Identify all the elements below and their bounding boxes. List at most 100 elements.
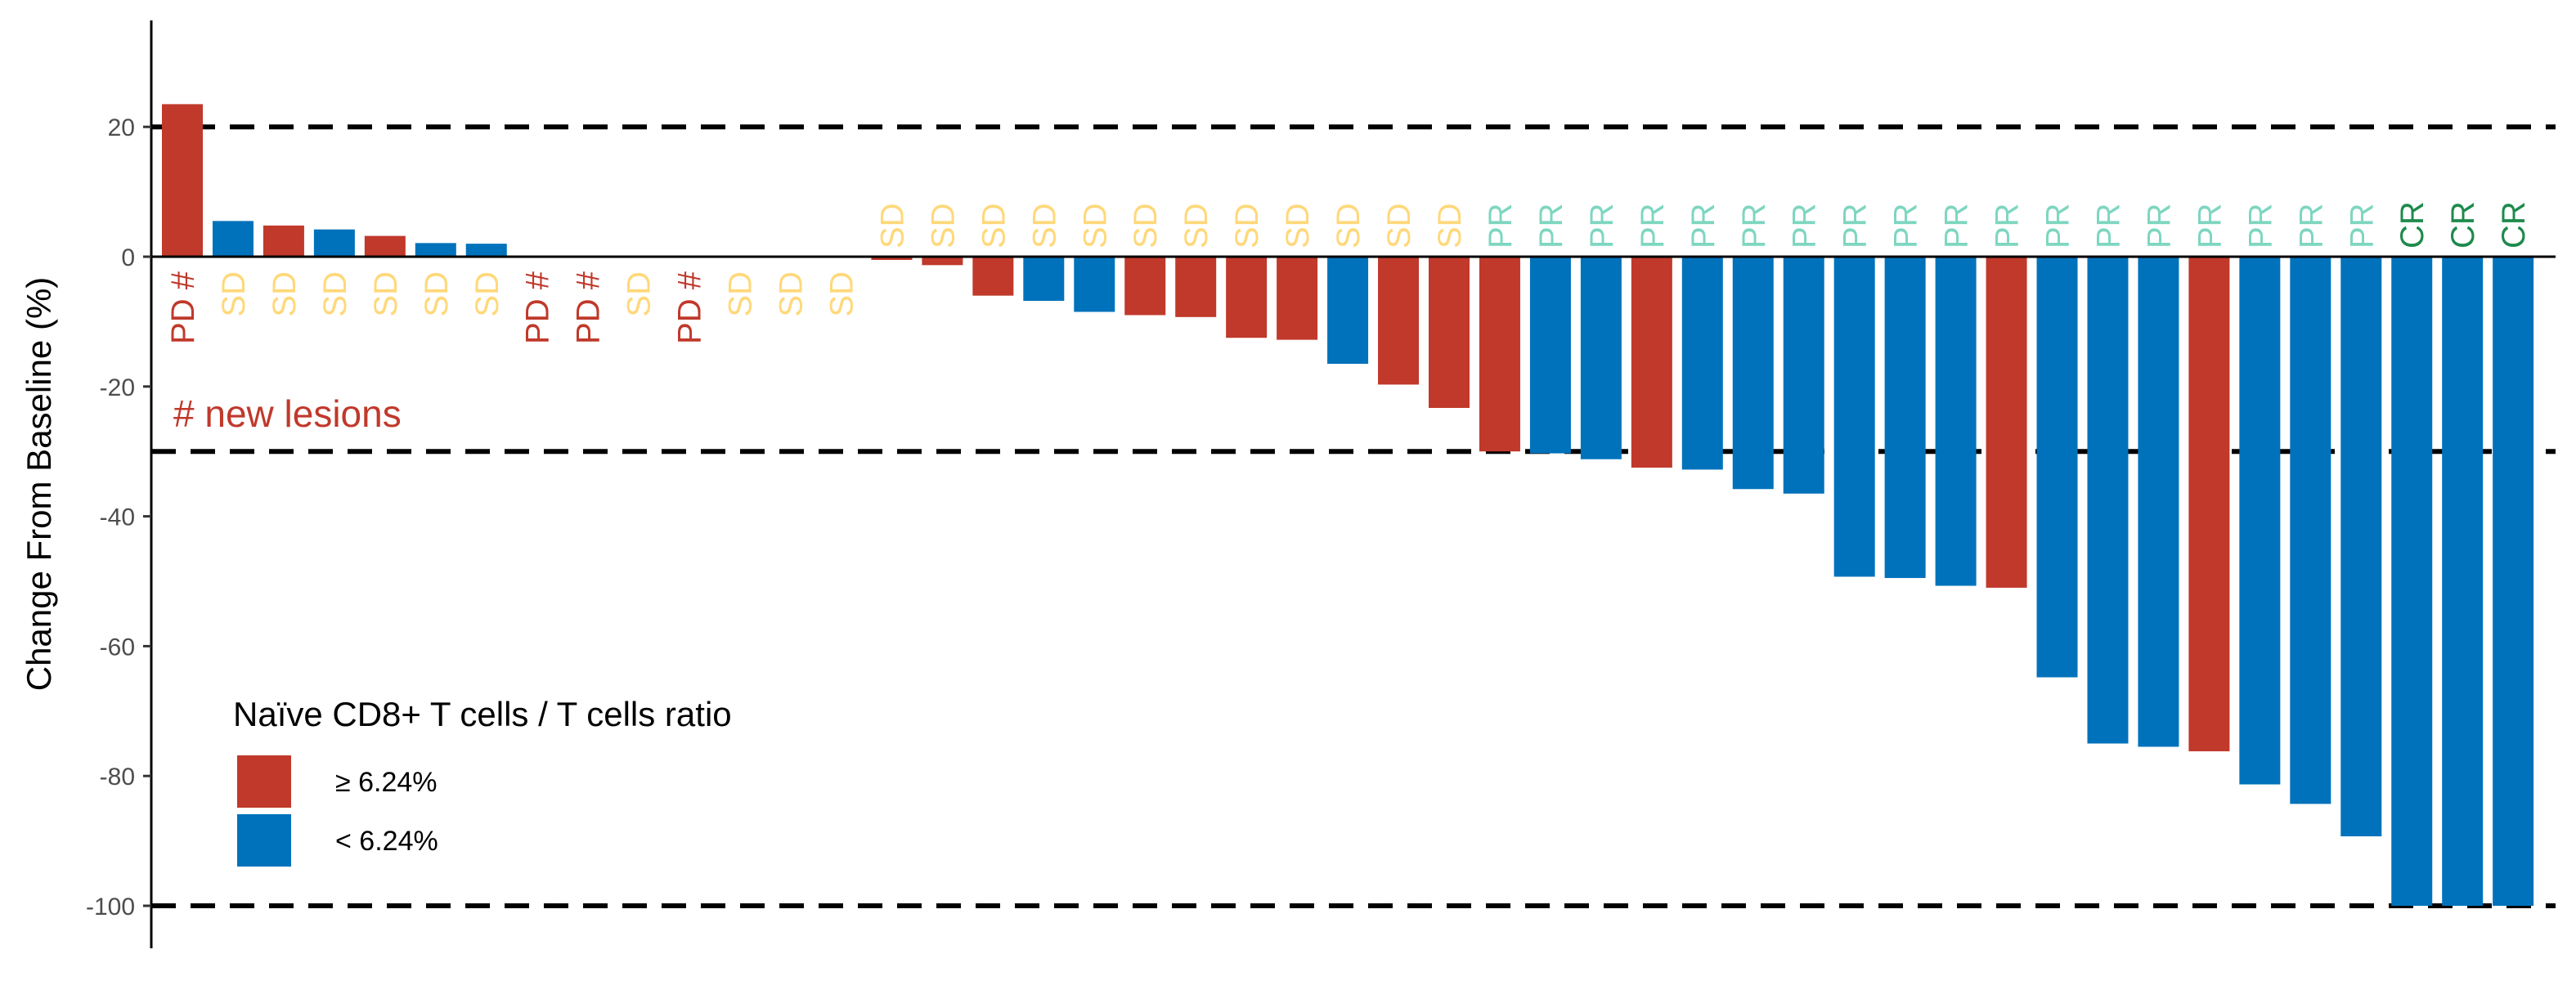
bar — [415, 243, 456, 257]
response-label: SD — [723, 271, 759, 317]
y-axis: 20 0 -20 -40 -60 -80 -100 — [86, 20, 2556, 948]
bars — [162, 104, 2534, 906]
y-tick-label: 0 — [121, 244, 135, 271]
response-label: SD — [216, 271, 252, 317]
response-label: SD — [925, 203, 961, 249]
bar — [1175, 257, 1217, 317]
bar — [1074, 257, 1115, 312]
new-lesions-annotation: # new lesions — [173, 392, 402, 435]
bar — [1277, 257, 1318, 340]
bar — [1378, 257, 1420, 385]
bar — [1732, 257, 1774, 490]
bar — [1935, 257, 1977, 586]
y-tick-label: -40 — [100, 504, 135, 531]
bar — [1327, 257, 1369, 365]
response-label: CR — [2445, 201, 2481, 249]
response-label: PR — [1939, 203, 1975, 249]
bar — [1783, 257, 1824, 494]
bar — [1986, 257, 2027, 588]
response-label: SD — [874, 203, 910, 249]
y-tick-label: -60 — [100, 634, 135, 661]
response-label: PR — [2090, 203, 2126, 249]
bar — [1681, 257, 1723, 470]
bar — [1833, 257, 1875, 577]
bar — [1023, 257, 1065, 301]
response-label: SD — [1128, 203, 1164, 249]
bar — [1429, 257, 1470, 409]
bar — [922, 257, 963, 266]
response-label: PR — [2040, 203, 2076, 249]
y-axis-title: Change From Baseline (%) — [20, 277, 58, 692]
bar — [871, 257, 913, 260]
response-label: PR — [1736, 203, 1772, 249]
bar — [162, 104, 203, 257]
response-label: PR — [1838, 203, 1874, 249]
response-label: PR — [2242, 203, 2278, 249]
response-label: SD — [1026, 203, 1062, 249]
bar — [465, 244, 507, 257]
bar — [1529, 257, 1571, 454]
response-label: PR — [2344, 203, 2380, 249]
response-label: SD — [1280, 203, 1316, 249]
response-label: PR — [2293, 203, 2329, 249]
bar — [1884, 257, 1926, 579]
response-label: PD # — [672, 271, 708, 344]
bar — [2188, 257, 2230, 752]
legend-label: ≥ 6.24% — [335, 767, 438, 798]
response-label: SD — [622, 271, 657, 317]
response-label: SD — [1432, 203, 1468, 249]
response-label: CR — [2394, 201, 2430, 249]
response-label: SD — [419, 271, 455, 317]
bar — [2340, 257, 2382, 837]
legend-label: < 6.24% — [335, 826, 438, 857]
bar — [364, 235, 406, 257]
response-label: CR — [2496, 201, 2532, 249]
bar — [2442, 257, 2484, 906]
response-label: PR — [1787, 203, 1823, 249]
bar — [1226, 257, 1268, 338]
response-label: PR — [1990, 203, 2026, 249]
bar — [2036, 257, 2078, 678]
bar — [972, 257, 1014, 296]
bar — [2290, 257, 2331, 804]
bar — [2391, 257, 2433, 906]
y-tick-label: -100 — [86, 894, 135, 921]
response-label: SD — [368, 271, 404, 317]
response-label: PR — [2141, 203, 2177, 249]
response-label: SD — [267, 271, 303, 317]
response-label: PD # — [520, 271, 556, 344]
y-tick-label: 20 — [108, 114, 135, 141]
response-label: PR — [1685, 203, 1721, 249]
bar — [1580, 257, 1622, 459]
response-label: SD — [1331, 203, 1367, 249]
response-label: PR — [1888, 203, 1924, 249]
response-label: SD — [1381, 203, 1417, 249]
bar — [1124, 257, 1166, 316]
response-label: PD # — [571, 271, 607, 344]
bar — [2138, 257, 2179, 747]
response-label: PD # — [165, 271, 201, 344]
bar — [313, 229, 355, 257]
response-labels: PD # SD SD SD SD SD SD PD # PD # SD PD # SD SD SD SD SD… — [165, 201, 2532, 344]
bar — [2239, 257, 2281, 785]
response-label: PR — [1584, 203, 1620, 249]
response-label: SD — [1077, 203, 1113, 249]
bar — [263, 225, 304, 257]
legend-title: Naïve CD8+ T cells / T cells ratio — [233, 695, 732, 733]
response-label: SD — [976, 203, 1012, 249]
response-label: SD — [1229, 203, 1265, 249]
response-label: SD — [824, 271, 859, 317]
response-label: SD — [469, 271, 505, 317]
response-label: PR — [1483, 203, 1519, 249]
y-tick-label: -20 — [100, 374, 135, 401]
response-label: PR — [1635, 203, 1671, 249]
response-label: SD — [317, 271, 353, 317]
bar — [212, 221, 254, 257]
legend-swatch — [237, 814, 291, 867]
response-label: SD — [1178, 203, 1214, 249]
response-label: PR — [1533, 203, 1569, 249]
response-label: SD — [774, 271, 810, 317]
bar — [1479, 257, 1520, 452]
bar — [1631, 257, 1672, 468]
